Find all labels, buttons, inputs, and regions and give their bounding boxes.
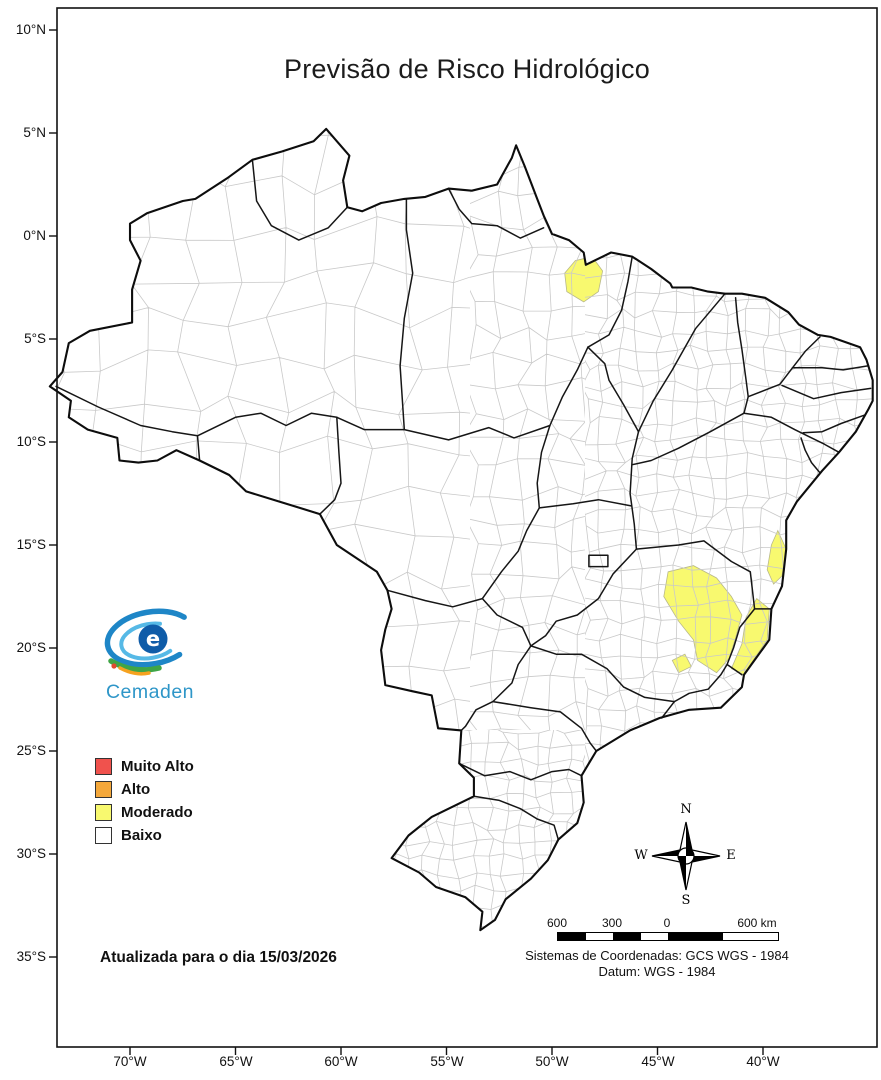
scale-bar-segments <box>557 932 779 941</box>
lon-tick-label: 65°W <box>219 1054 253 1069</box>
lat-tick-label: 25°S <box>16 743 46 758</box>
state-border-BA-west <box>629 430 640 550</box>
lat-tick-label: 35°S <box>16 949 46 964</box>
legend-item-muito-alto: Muito Alto <box>95 758 194 775</box>
state-border-PI-BA <box>631 412 745 466</box>
map-title: Previsão de Risco Hidrológico <box>284 54 650 84</box>
lat-tick-label: 5°S <box>24 331 46 346</box>
coordinate-system-text: Sistemas de Coordenadas: GCS WGS - 1984 <box>525 948 789 963</box>
legend-swatch-muito-alto <box>95 758 112 775</box>
state-border-AC-AM <box>55 385 199 437</box>
lat-tick-label: 10°S <box>16 434 46 449</box>
state-border-GO-MG <box>530 548 638 647</box>
lat-tick-label: 5°N <box>23 125 46 140</box>
state-border-RJ-SP <box>660 700 676 719</box>
state-border-AM-PA <box>399 198 414 431</box>
state-border-AC-RO <box>196 435 201 462</box>
legend-swatch-alto <box>95 781 112 798</box>
lon-tick-label: 70°W <box>113 1054 147 1069</box>
brazil-landmass <box>49 128 873 931</box>
legend-item-moderado: Moderado <box>95 804 194 821</box>
state-border-MG-SP <box>530 645 676 703</box>
legend-label: Moderado <box>121 803 193 821</box>
lon-tick-label: 40°W <box>746 1054 780 1069</box>
lon-tick-label: 50°W <box>535 1054 569 1069</box>
state-border-DF <box>588 554 609 568</box>
state-border-MT-MS <box>386 589 484 608</box>
lat-tick-label: 20°S <box>16 640 46 655</box>
state-border-CE-RN <box>791 336 821 369</box>
legend-label: Baixo <box>121 826 162 844</box>
state-border-RO-AM <box>196 412 338 437</box>
logo-monogram: e <box>146 627 160 651</box>
state-border-PA-MA <box>587 255 633 348</box>
scale-label: 0 <box>663 916 671 930</box>
state-border-SP-PR <box>492 700 598 752</box>
state-border-PI-PE <box>743 395 749 414</box>
legend-swatch-moderado <box>95 804 112 821</box>
cemaden-eye-icon: e <box>104 608 198 676</box>
cemaden-logo-text: Cemaden <box>105 681 195 703</box>
legend-swatch-baixo <box>95 827 112 844</box>
state-border-MA-TO <box>587 346 640 433</box>
cemaden-logo-icon: e <box>92 600 210 680</box>
state-border-PR-SC <box>458 762 583 781</box>
legend-label: Alto <box>121 780 151 798</box>
state-border-MA-PI <box>637 292 726 433</box>
state-border-MG-ES <box>726 608 756 666</box>
datum-text: Datum: WGS - 1984 <box>598 964 716 979</box>
state-border-MS-GO <box>481 597 532 647</box>
legend-item-alto: Alto <box>95 781 194 798</box>
lat-tick-label: 30°S <box>16 846 46 861</box>
state-border-BA-MG <box>635 540 756 610</box>
lon-tick-label: 45°W <box>641 1054 675 1069</box>
state-border-RO-MT <box>319 416 342 515</box>
state-border-PA-MT <box>403 424 551 441</box>
scale-label: 600 <box>546 916 568 930</box>
state-border-AL-PE <box>802 414 866 434</box>
scale-bar: 600 300 0 600 km <box>547 916 779 942</box>
compass-west-label: W <box>634 848 648 863</box>
scale-label: 600 km <box>737 916 777 930</box>
state-border-MT-GO <box>481 507 541 600</box>
legend-item-baixo: Baixo <box>95 827 194 844</box>
state-border-RR-AM <box>251 159 349 241</box>
state-border-MG-RJ <box>673 663 728 703</box>
state-border-SC-RS <box>473 795 560 841</box>
north-arrow-icon <box>651 821 721 891</box>
state-border-AP-PA <box>447 187 545 239</box>
lon-tick-label: 55°W <box>430 1054 464 1069</box>
compass-south-label: S <box>681 893 691 908</box>
legend-label: Muito Alto <box>121 757 194 775</box>
state-border-CE-S <box>747 367 794 398</box>
map-frame <box>56 7 878 1048</box>
lat-tick-label: 15°S <box>16 537 46 552</box>
lat-tick-label: 10°N <box>15 22 46 37</box>
state-border-AM-MT <box>336 416 406 431</box>
update-date-text: Atualizada para o dia 15/03/2026 <box>100 949 337 966</box>
state-border-GO-TO <box>538 498 632 509</box>
state-border-PE-BA <box>743 412 840 454</box>
country-border <box>48 127 874 932</box>
state-border-RN-PB <box>791 365 870 371</box>
state-border-TO-west <box>536 346 589 509</box>
compass-east-label: E <box>726 848 736 863</box>
lat-tick-label: 0°N <box>23 228 46 243</box>
risk-legend: Muito Alto Alto Moderado Baixo <box>95 758 194 850</box>
state-border-ES-RJ <box>726 663 743 676</box>
compass-north-label: N <box>680 802 692 817</box>
state-border-PB-PE <box>781 384 872 400</box>
compass-rose-icon: N S W E <box>634 802 736 908</box>
state-border-PI-CE <box>734 297 749 398</box>
lon-tick-label: 60°W <box>324 1054 358 1069</box>
scale-label: 300 <box>601 916 623 930</box>
state-border-SE-BA <box>800 437 821 474</box>
